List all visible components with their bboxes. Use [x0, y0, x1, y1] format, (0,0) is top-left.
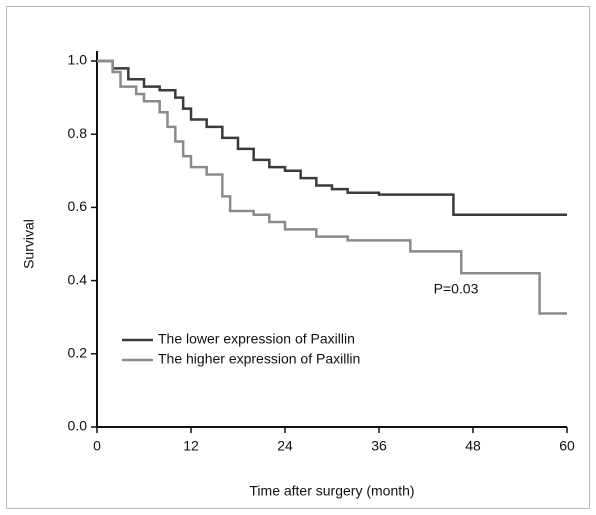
x-axis-label: Time after surgery (month): [249, 483, 414, 499]
x-tick-label: 0: [93, 438, 101, 454]
y-axis-label: Survival: [21, 219, 37, 269]
y-tick-label: 0.6: [68, 198, 88, 214]
annotation: P=0.03: [434, 281, 479, 297]
x-tick-label: 12: [183, 438, 199, 454]
survival-curve: [97, 59, 567, 315]
survival-curve: [97, 59, 567, 216]
y-tick-label: 1.0: [68, 52, 88, 68]
frame: [6, 6, 590, 509]
legend-label: The lower expression of Paxillin: [158, 331, 355, 347]
legend-label: The higher expression of Paxillin: [158, 351, 360, 367]
x-tick-label: 48: [465, 438, 481, 454]
x-tick-label: 36: [371, 438, 387, 454]
x-tick-label: 60: [559, 438, 575, 454]
x-tick-label: 24: [277, 438, 293, 454]
y-tick-label: 0.4: [68, 271, 88, 287]
y-tick-label: 0.0: [68, 418, 88, 434]
y-tick-label: 0.8: [68, 125, 88, 141]
y-tick-label: 0.2: [68, 345, 88, 361]
